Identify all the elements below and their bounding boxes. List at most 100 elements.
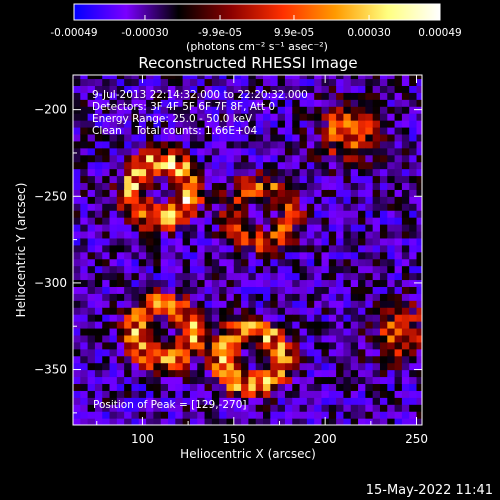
heatmap-cell	[409, 78, 418, 86]
heatmap-cell	[270, 182, 279, 190]
heatmap-cell	[175, 133, 184, 142]
heatmap-cell	[248, 140, 257, 149]
heatmap-cell	[365, 196, 374, 204]
heatmap-cell	[219, 286, 228, 294]
heatmap-cell	[109, 140, 118, 149]
heatmap-cell	[255, 113, 264, 121]
heatmap-cell	[350, 376, 359, 385]
heatmap-cell	[321, 258, 330, 267]
heatmap-cell	[255, 140, 264, 149]
heatmap-cell	[175, 355, 184, 364]
heatmap-cell	[401, 244, 410, 253]
heatmap-cell	[270, 189, 279, 197]
heatmap-cell	[350, 230, 359, 239]
heatmap-cell	[306, 411, 315, 419]
heatmap-cell	[102, 113, 111, 121]
heatmap-cell	[94, 237, 103, 246]
heatmap-cell	[233, 133, 242, 142]
heatmap-cell	[277, 175, 286, 184]
heatmap-cell	[314, 369, 323, 378]
heatmap-cell	[226, 272, 235, 281]
heatmap-cell	[270, 126, 279, 135]
heatmap-cell	[343, 106, 352, 114]
heatmap-cell	[241, 418, 250, 425]
heatmap-cell	[394, 120, 403, 128]
heatmap-cell	[94, 355, 103, 364]
heatmap-cell	[73, 355, 81, 364]
heatmap-cell	[299, 327, 308, 336]
heatmap-cell	[226, 341, 235, 350]
heatmap-cell	[328, 411, 337, 419]
heatmap-cell	[116, 230, 125, 239]
heatmap-cell	[211, 418, 220, 425]
heatmap-cell	[409, 224, 418, 232]
heatmap-cell	[284, 140, 293, 149]
heatmap-cell	[270, 237, 279, 246]
heatmap-cell	[226, 189, 235, 197]
heatmap-cell	[124, 196, 133, 204]
heatmap-cell	[87, 355, 96, 364]
heatmap-cell	[284, 147, 293, 156]
heatmap-cell	[372, 217, 381, 225]
heatmap-cell	[358, 300, 366, 308]
heatmap-cell	[358, 341, 366, 350]
heatmap-cell	[328, 133, 337, 142]
heatmap-cell	[255, 75, 264, 80]
heatmap-cell	[284, 376, 293, 385]
heatmap-cell	[343, 75, 352, 80]
heatmap-cell	[87, 383, 96, 391]
heatmap-cell	[94, 168, 103, 177]
heatmap-cell	[160, 189, 169, 197]
heatmap-cell	[146, 334, 154, 343]
heatmap-cell	[116, 348, 125, 357]
heatmap-cell	[94, 307, 103, 315]
heatmap-cell	[197, 307, 206, 315]
heatmap-cell	[160, 210, 169, 218]
heatmap-cell	[219, 376, 228, 385]
heatmap-cell	[343, 168, 352, 177]
heatmap-cell	[160, 182, 169, 190]
heatmap-cell	[189, 293, 198, 301]
heatmap-cell	[401, 369, 410, 378]
heatmap-cell	[153, 383, 162, 391]
heatmap-cell	[365, 411, 374, 419]
heatmap-cell	[270, 418, 279, 425]
heatmap-cell	[306, 154, 315, 163]
heatmap-cell	[226, 376, 235, 385]
heatmap-cell	[277, 224, 286, 232]
heatmap-cell	[189, 390, 198, 398]
heatmap-cell	[358, 272, 366, 281]
heatmap-cell	[102, 251, 111, 260]
heatmap-cell	[197, 85, 206, 93]
heatmap-cell	[233, 265, 242, 274]
heatmap-cell	[409, 92, 418, 100]
heatmap-cell	[343, 120, 352, 128]
heatmap-cell	[255, 376, 264, 385]
heatmap-cell	[153, 147, 162, 156]
heatmap-cell	[204, 92, 213, 100]
heatmap-cell	[387, 383, 396, 391]
heatmap-cell	[168, 168, 176, 177]
heatmap-cell	[306, 99, 315, 107]
heatmap-cell	[365, 92, 374, 100]
heatmap-cell	[94, 279, 103, 287]
heatmap-cell	[379, 362, 388, 371]
heatmap-cell	[321, 106, 330, 114]
heatmap-cell	[175, 99, 184, 107]
heatmap-cell	[387, 126, 396, 135]
heatmap-cell	[416, 75, 422, 80]
heatmap-cell	[219, 244, 228, 253]
heatmap-cell	[175, 341, 184, 350]
heatmap-cell	[379, 75, 388, 80]
heatmap-cell	[284, 189, 293, 197]
heatmap-cell	[358, 154, 366, 163]
heatmap-cell	[116, 140, 125, 149]
heatmap-cell	[146, 286, 154, 294]
heatmap-cell	[416, 300, 422, 308]
heatmap-cell	[365, 210, 374, 218]
heatmap-cell	[102, 258, 111, 267]
heatmap-cell	[321, 286, 330, 294]
heatmap-cell	[336, 196, 345, 204]
heatmap-cell	[343, 327, 352, 336]
heatmap-cell	[189, 244, 198, 253]
